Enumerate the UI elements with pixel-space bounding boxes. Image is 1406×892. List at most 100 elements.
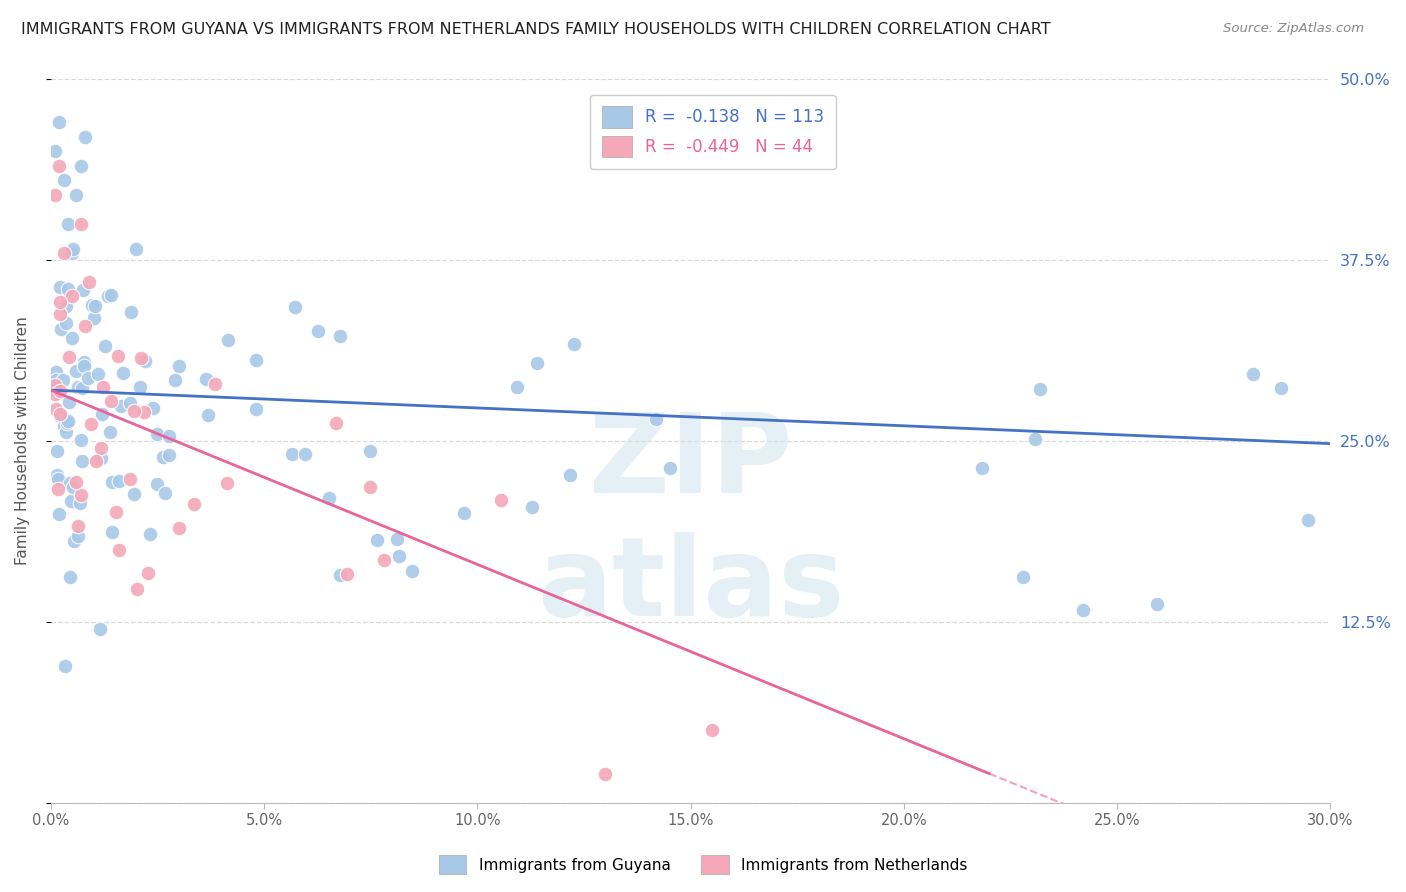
- Point: [307, 324, 329, 338]
- Point: [336, 566, 359, 581]
- Point: [53, 659, 76, 673]
- Point: [70, 433, 93, 447]
- Point: [44, 187, 66, 202]
- Point: [157, 448, 180, 462]
- Point: [163, 373, 186, 387]
- Point: [1270, 380, 1292, 394]
- Point: [55, 425, 77, 439]
- Point: [1146, 597, 1168, 611]
- Point: [44, 145, 66, 159]
- Point: [489, 493, 512, 508]
- Point: [183, 497, 205, 511]
- Point: [62, 242, 84, 256]
- Point: [105, 504, 128, 518]
- Y-axis label: Family Households with Children: Family Households with Children: [15, 317, 30, 566]
- Point: [83, 310, 105, 325]
- Point: [127, 582, 149, 596]
- Point: [558, 468, 581, 483]
- Point: [120, 304, 142, 318]
- Point: [359, 444, 381, 458]
- Point: [46, 468, 69, 483]
- Point: [153, 486, 176, 500]
- Point: [56, 416, 79, 430]
- Point: [562, 336, 585, 351]
- Point: [506, 379, 529, 393]
- Point: [72, 380, 94, 394]
- Point: [59, 570, 82, 584]
- Point: [48, 159, 70, 173]
- Point: [59, 476, 82, 491]
- Point: [49, 294, 72, 309]
- Point: [58, 282, 80, 296]
- Point: [169, 359, 191, 373]
- Legend: Immigrants from Guyana, Immigrants from Netherlands: Immigrants from Guyana, Immigrants from …: [433, 849, 973, 880]
- Point: [373, 552, 395, 566]
- Point: [66, 529, 89, 543]
- Point: [245, 353, 267, 368]
- Point: [55, 316, 77, 330]
- Point: [122, 404, 145, 418]
- Point: [77, 371, 100, 385]
- Point: [55, 299, 77, 313]
- Point: [146, 427, 169, 442]
- Point: [281, 447, 304, 461]
- Point: [89, 441, 111, 455]
- Text: atlas: atlas: [537, 532, 845, 639]
- Point: [58, 395, 80, 409]
- Point: [59, 493, 82, 508]
- Point: [1024, 432, 1046, 446]
- Point: [69, 159, 91, 173]
- Point: [69, 217, 91, 231]
- Point: [110, 399, 132, 413]
- Point: [195, 372, 218, 386]
- Point: [90, 450, 112, 465]
- Point: [644, 412, 666, 426]
- Point: [134, 353, 156, 368]
- Point: [366, 533, 388, 547]
- Point: [48, 115, 70, 129]
- Point: [44, 387, 66, 401]
- Point: [89, 622, 111, 636]
- Point: [49, 307, 72, 321]
- Point: [45, 444, 67, 458]
- Point: [388, 549, 411, 563]
- Point: [526, 356, 548, 370]
- Point: [49, 409, 72, 423]
- Point: [128, 380, 150, 394]
- Point: [111, 366, 134, 380]
- Point: [48, 507, 70, 521]
- Point: [72, 283, 94, 297]
- Text: ZIP: ZIP: [589, 409, 793, 516]
- Point: [595, 766, 617, 780]
- Point: [56, 217, 79, 231]
- Point: [94, 339, 117, 353]
- Point: [58, 350, 80, 364]
- Point: [520, 500, 543, 514]
- Point: [60, 331, 83, 345]
- Point: [101, 475, 124, 490]
- Point: [45, 373, 67, 387]
- Point: [45, 365, 67, 379]
- Point: [84, 454, 107, 468]
- Point: [217, 333, 239, 347]
- Point: [90, 407, 112, 421]
- Point: [83, 299, 105, 313]
- Point: [1029, 382, 1052, 396]
- Point: [48, 384, 70, 398]
- Point: [49, 407, 72, 421]
- Point: [453, 506, 475, 520]
- Point: [66, 519, 89, 533]
- Point: [62, 480, 84, 494]
- Point: [45, 402, 67, 417]
- Point: [52, 173, 75, 187]
- Point: [108, 543, 131, 558]
- Point: [215, 476, 238, 491]
- Point: [142, 401, 165, 416]
- Point: [77, 275, 100, 289]
- Point: [157, 428, 180, 442]
- Point: [329, 568, 352, 582]
- Point: [49, 321, 72, 335]
- Point: [46, 472, 69, 486]
- Point: [65, 364, 87, 378]
- Point: [107, 349, 129, 363]
